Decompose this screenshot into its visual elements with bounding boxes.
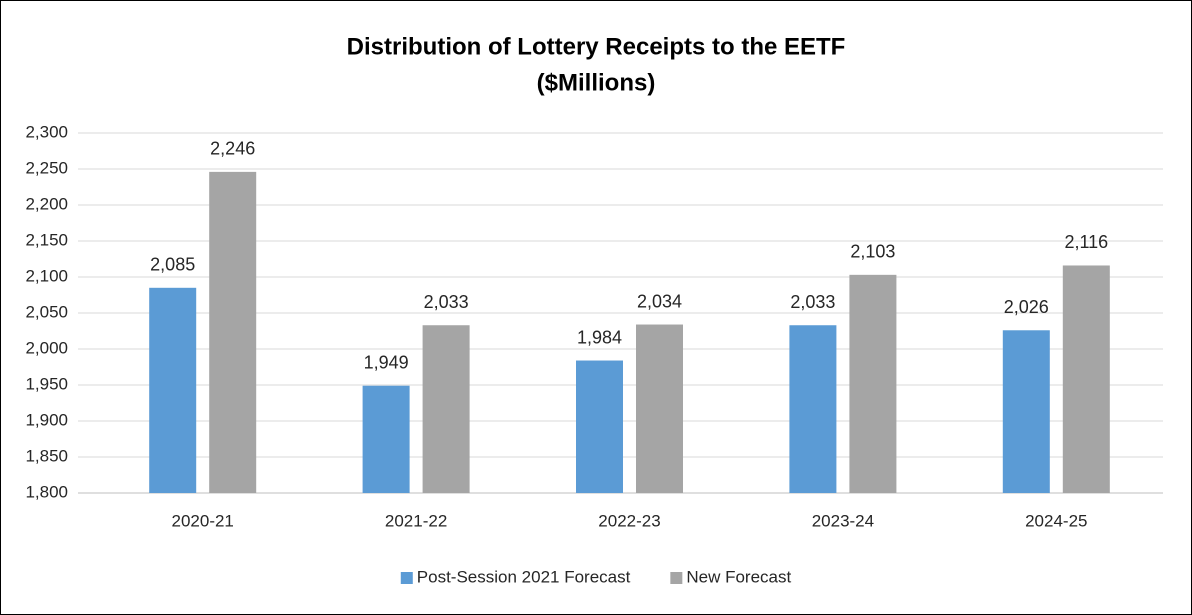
x-tick-label: 2023-24	[812, 511, 874, 530]
y-tick-label: 1,850	[25, 446, 68, 465]
value-label: 2,103	[850, 242, 895, 262]
value-label: 2,026	[1004, 297, 1049, 317]
chart-title: Distribution of Lottery Receipts to the …	[347, 33, 846, 60]
y-tick-label: 2,200	[25, 194, 68, 213]
y-tick-label: 2,250	[25, 158, 68, 177]
y-tick-label: 1,950	[25, 374, 68, 393]
bar	[1062, 265, 1110, 493]
bar	[1002, 330, 1050, 493]
y-tick-label: 2,050	[25, 302, 68, 321]
bar	[209, 171, 257, 493]
bar	[789, 325, 837, 493]
legend-label: New Forecast	[686, 567, 791, 586]
y-tick-label: 2,100	[25, 266, 68, 285]
legend-label: Post-Session 2021 Forecast	[417, 567, 631, 586]
y-tick-label: 2,150	[25, 230, 68, 249]
y-tick-label: 1,800	[25, 482, 68, 501]
legend-swatch	[400, 572, 413, 584]
value-label: 2,246	[210, 139, 255, 159]
bar	[422, 325, 470, 493]
bar	[849, 274, 897, 493]
bar	[362, 385, 410, 493]
x-tick-label: 2024-25	[1025, 511, 1087, 530]
x-tick-label: 2021-22	[385, 511, 447, 530]
bar	[636, 324, 683, 493]
bar	[576, 360, 623, 493]
x-tick-label: 2022-23	[598, 511, 660, 530]
chart-subtitle: ($Millions)	[537, 69, 656, 96]
value-label: 1,984	[577, 327, 622, 347]
bar	[149, 287, 197, 493]
legend-swatch	[670, 572, 683, 584]
value-label: 2,033	[424, 292, 469, 312]
y-tick-label: 2,000	[25, 338, 68, 357]
value-label: 2,116	[1064, 232, 1108, 252]
x-tick-label: 2020-21	[172, 511, 234, 530]
value-label: 2,085	[150, 255, 195, 275]
y-tick-label: 2,300	[25, 122, 68, 141]
value-label: 2,033	[790, 292, 835, 312]
value-label: 1,949	[364, 352, 409, 372]
y-tick-label: 1,900	[25, 410, 68, 429]
value-label: 2,034	[637, 291, 682, 311]
